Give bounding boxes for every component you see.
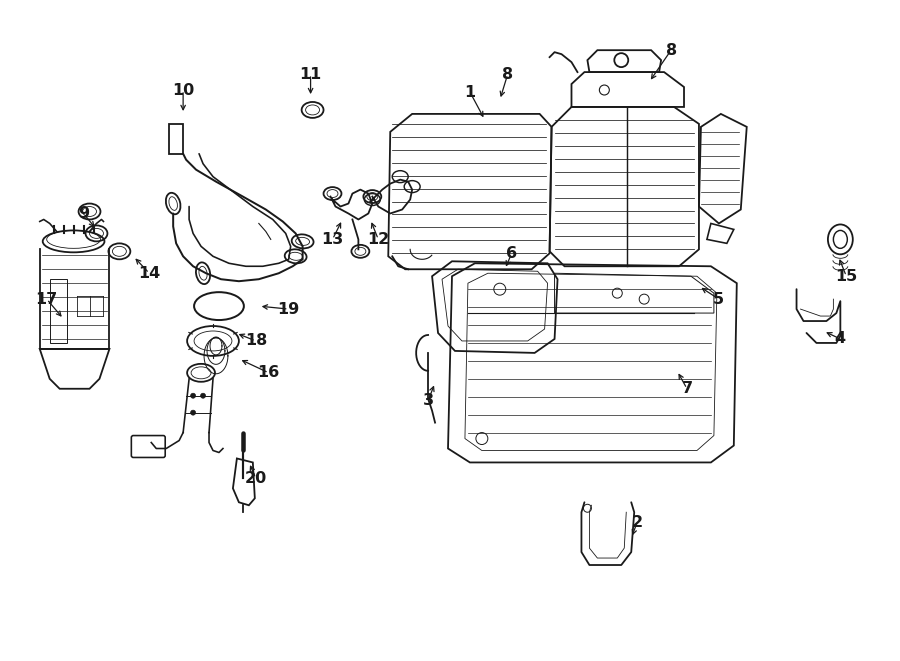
Text: 8: 8 <box>665 43 677 58</box>
Text: 10: 10 <box>172 83 194 98</box>
Text: 20: 20 <box>245 471 267 486</box>
Text: 5: 5 <box>714 292 724 307</box>
Circle shape <box>191 410 195 415</box>
Text: 13: 13 <box>321 232 344 247</box>
Text: 14: 14 <box>138 266 160 281</box>
Text: 19: 19 <box>277 301 300 317</box>
Text: 11: 11 <box>300 67 321 81</box>
Text: 9: 9 <box>78 206 89 221</box>
Text: 18: 18 <box>245 333 267 348</box>
Text: 15: 15 <box>835 269 858 284</box>
Text: 3: 3 <box>422 393 434 408</box>
Text: 16: 16 <box>257 366 280 380</box>
Circle shape <box>201 393 205 398</box>
Text: 4: 4 <box>835 331 846 346</box>
Text: 12: 12 <box>367 232 390 247</box>
Circle shape <box>191 393 195 398</box>
Text: 8: 8 <box>502 67 513 81</box>
Text: 7: 7 <box>681 381 693 396</box>
Text: 2: 2 <box>632 515 643 529</box>
Text: 17: 17 <box>36 292 58 307</box>
Text: 6: 6 <box>506 246 518 261</box>
Text: 1: 1 <box>464 85 475 100</box>
